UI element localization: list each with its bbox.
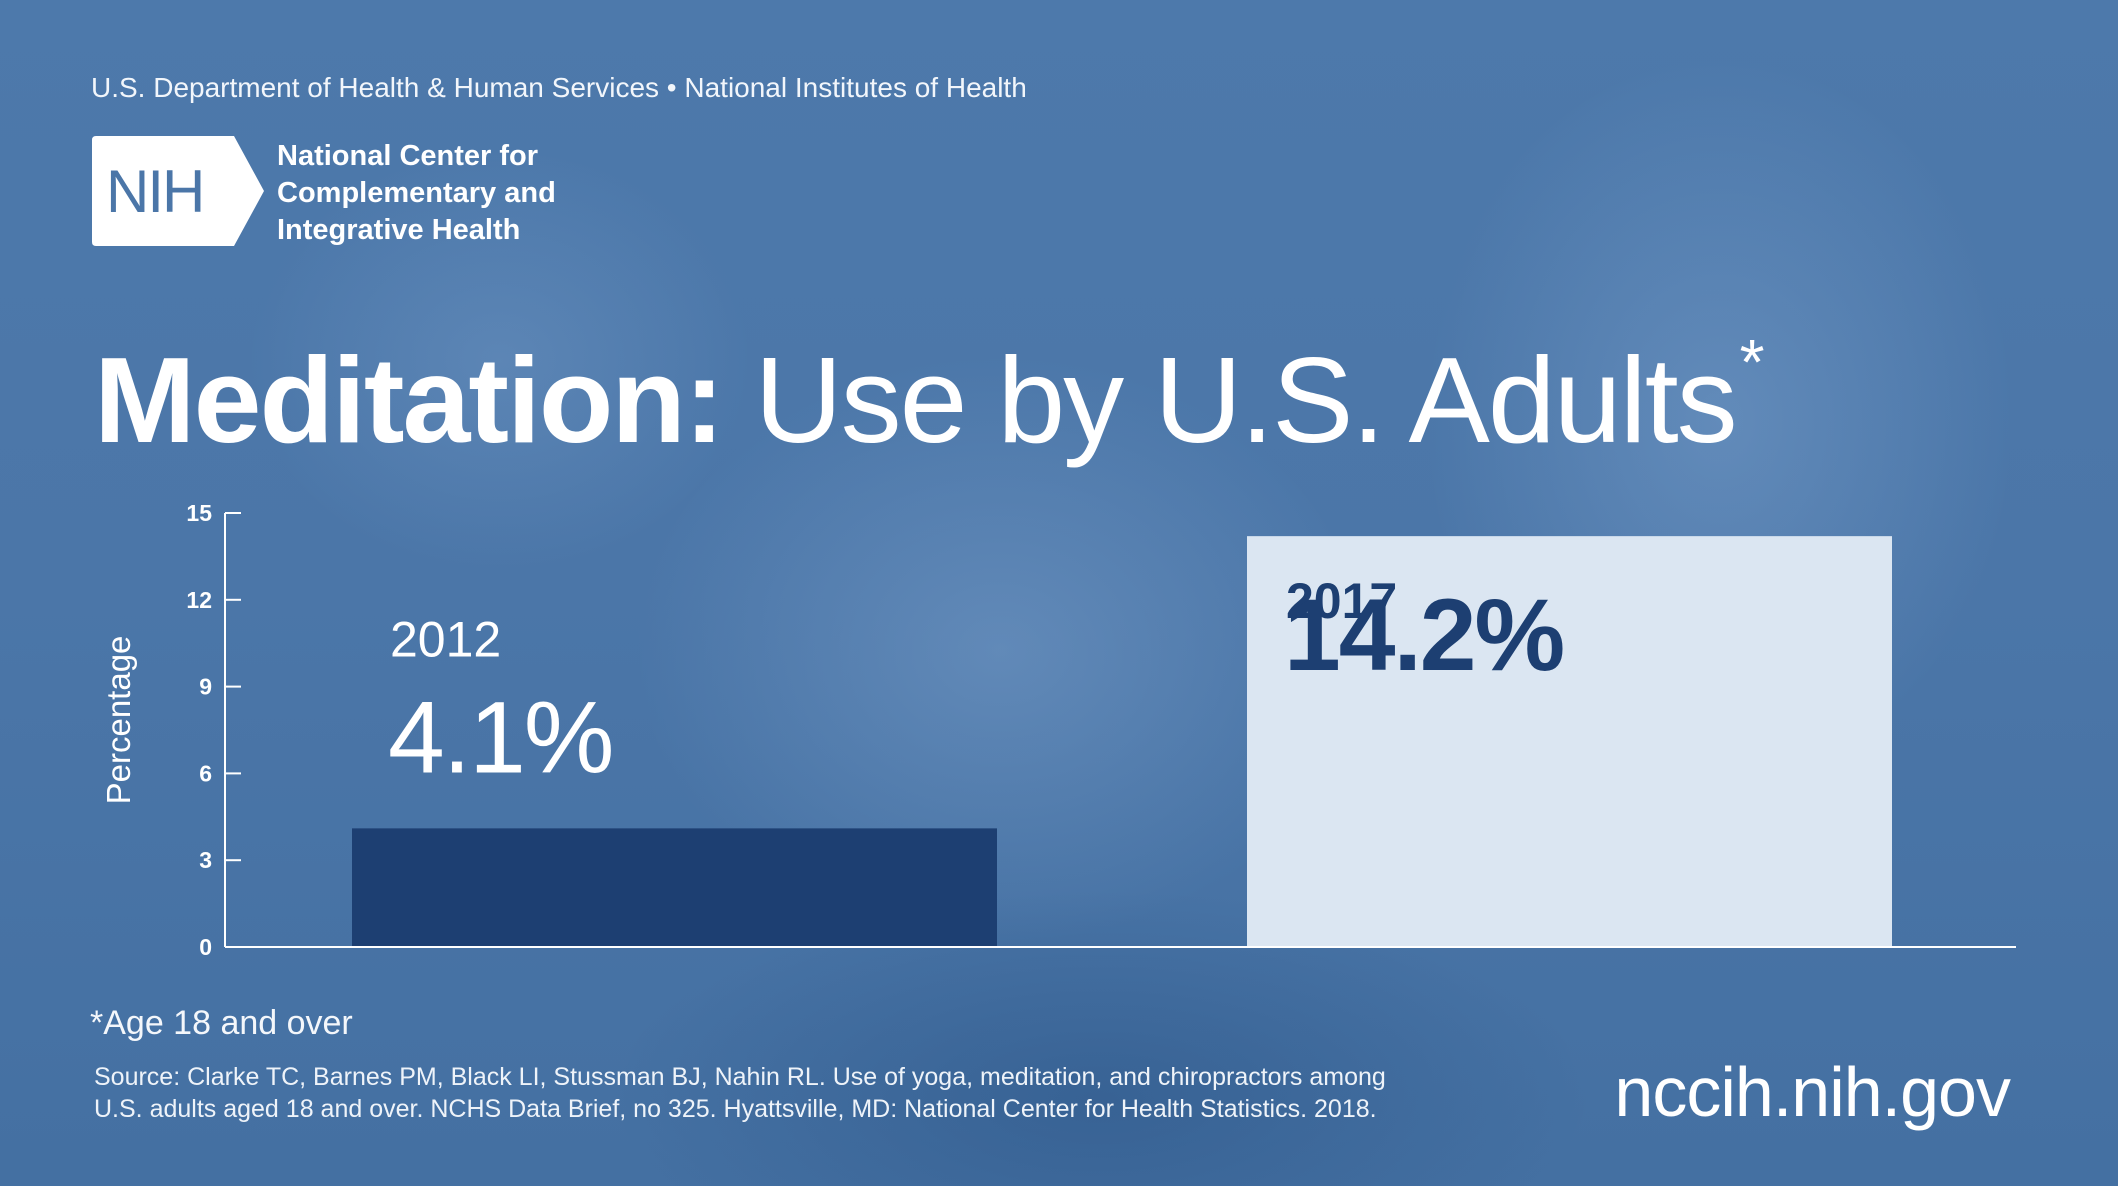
value-label: 4.1% (388, 680, 613, 794)
center-name: National Center for Complementary and In… (277, 138, 556, 249)
value-label: 14.2% (1284, 578, 1563, 692)
source-citation: Source: Clarke TC, Barnes PM, Black LI, … (94, 1061, 1386, 1125)
bar (352, 828, 997, 947)
title-bold: Meditation: (94, 332, 725, 468)
footnote: *Age 18 and over (90, 1004, 353, 1042)
y-axis-label: Percentage (100, 636, 137, 805)
y-tick-label: 12 (186, 587, 212, 613)
center-name-line: Complementary and (277, 177, 556, 209)
website-url: nccih.nih.gov (1614, 1053, 2011, 1131)
center-name-line: Integrative Health (277, 214, 521, 246)
bar (1247, 536, 1892, 947)
page-title: Meditation: Use by U.S. Adults* (94, 292, 1765, 470)
source-line: Source: Clarke TC, Barnes PM, Black LI, … (94, 1063, 1386, 1091)
y-tick-label: 9 (199, 674, 212, 700)
source-line: U.S. adults aged 18 and over. NCHS Data … (94, 1095, 1377, 1123)
y-tick-label: 3 (199, 847, 212, 873)
logo-text: NIH (106, 158, 203, 225)
nih-logo: NIH (92, 136, 264, 246)
y-tick-label: 6 (199, 760, 212, 786)
y-tick-label: 15 (186, 500, 212, 526)
y-tick-label: 0 (199, 934, 212, 960)
category-label: 2017 (1286, 573, 1397, 629)
category-label: 2012 (390, 611, 501, 667)
agency-line: U.S. Department of Health & Human Servic… (91, 72, 1027, 103)
title-light: Use by U.S. Adults (754, 332, 1737, 468)
center-name-line: National Center for (277, 140, 539, 172)
title-marker: * (1739, 326, 1765, 398)
